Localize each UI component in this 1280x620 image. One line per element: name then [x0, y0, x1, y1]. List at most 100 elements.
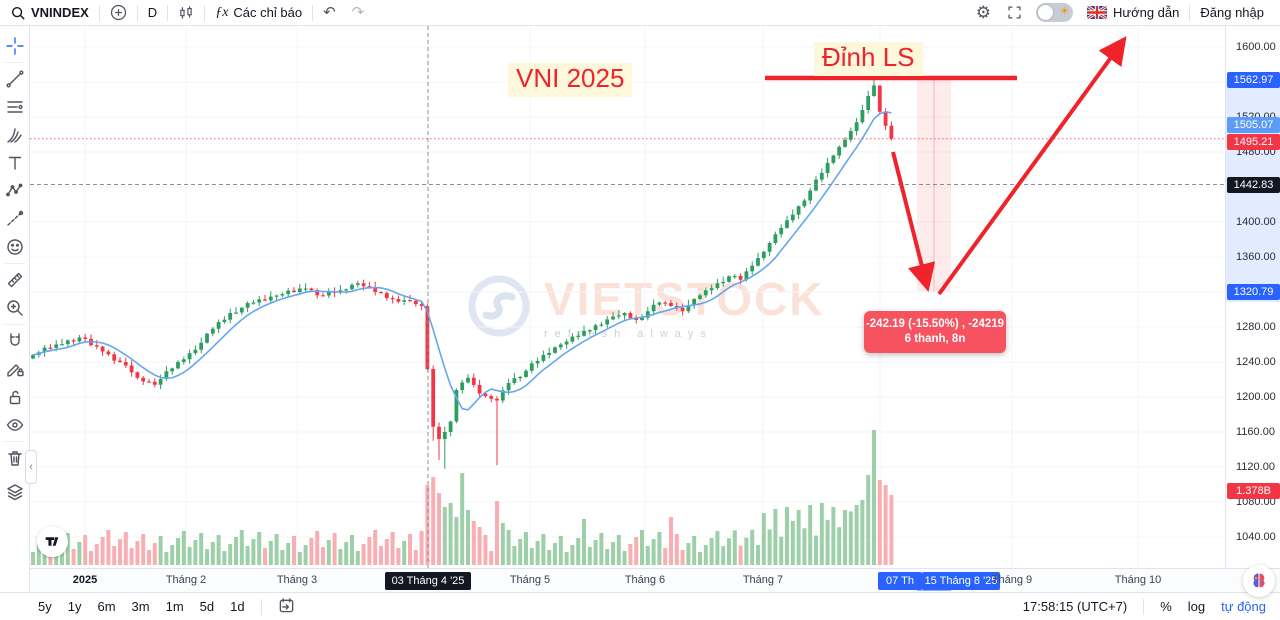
measure-zone[interactable]	[917, 79, 951, 292]
time-tick: Tháng 5	[509, 574, 551, 586]
ai-assistant-button[interactable]	[1243, 565, 1275, 597]
calendar-arrow-icon	[279, 597, 293, 612]
tool-drawing-mode[interactable]	[2, 355, 28, 383]
goto-date-button[interactable]	[278, 597, 295, 617]
arrow-down[interactable]	[891, 151, 936, 292]
tool-zoom-in[interactable]	[2, 294, 28, 322]
redo-icon: ↷	[351, 4, 365, 21]
time-axis[interactable]: 2025 Tháng 2 Tháng 3 03 Tháng 4 '25 Tháng 5 T…	[0, 568, 1280, 592]
trash-icon	[7, 451, 22, 466]
price-tick: 1160.00	[1236, 426, 1275, 438]
percent-scale-button[interactable]: %	[1160, 599, 1172, 614]
tool-magnet[interactable]	[2, 327, 28, 355]
divider	[4, 441, 25, 442]
range-1d-button[interactable]: 1d	[230, 599, 245, 614]
indicators-button[interactable]: ƒx Các chỉ báo	[207, 2, 310, 24]
tool-object-tree[interactable]	[2, 478, 28, 506]
redo-button[interactable]: ↷	[344, 2, 373, 24]
layers-icon	[6, 484, 23, 501]
interval-label: D	[147, 5, 158, 20]
symbol-label: VNINDEX	[31, 5, 89, 20]
range-1m-button[interactable]: 1m	[165, 599, 184, 614]
tool-hide-drawings[interactable]	[2, 411, 28, 439]
tool-measure[interactable]	[2, 266, 28, 294]
divider	[4, 62, 25, 63]
trend-line-icon	[5, 70, 23, 88]
chart-canvas[interactable]	[30, 26, 1225, 568]
time-tick: Tháng 7	[742, 574, 784, 586]
candles	[31, 79, 894, 469]
annotation-vni-2025[interactable]: VNI 2025	[508, 63, 633, 97]
price-tick: 1200.00	[1236, 391, 1276, 403]
measure-range-underline	[917, 588, 951, 591]
time-tick: Tháng 2	[165, 574, 207, 586]
log-scale-button[interactable]: log	[1187, 599, 1206, 614]
compare-add-button[interactable]	[102, 2, 135, 24]
login-button[interactable]: Đăng nhập	[1192, 2, 1272, 24]
annotation-dinh-ls[interactable]: Đỉnh LS	[814, 42, 923, 76]
settings-button[interactable]: ⚙	[968, 2, 999, 24]
tool-text[interactable]	[2, 149, 28, 177]
price-badge-volume: 1.378B	[1227, 483, 1280, 499]
bottom-toolbar: 5y 1y 6m 3m 1m 5d 1d 17:58:15 (UTC+7) % …	[0, 592, 1280, 620]
tool-trend-line[interactable]	[2, 65, 28, 93]
drawing-toolbar	[0, 26, 30, 592]
range-3m-button[interactable]: 3m	[131, 599, 150, 614]
collapse-toolbar-handle[interactable]: ‹	[25, 450, 37, 484]
brain-icon	[1253, 573, 1265, 588]
top-toolbar: VNINDEX D ƒx Các chỉ báo	[0, 0, 1280, 26]
toggle-knob	[1037, 5, 1053, 20]
price-axis[interactable]: 1040.00 1080.00 1120.00 1160.00 1200.00 1240.…	[1225, 26, 1280, 568]
divider	[167, 4, 169, 21]
chart-type-button[interactable]	[170, 2, 202, 24]
interval-button[interactable]: D	[140, 2, 165, 24]
tool-lock-drawings[interactable]	[2, 383, 28, 411]
top-toolbar-right: ⚙ ☀ Hướng dẫn	[968, 0, 1272, 25]
crosshair-icon	[5, 37, 24, 55]
zoom-in-icon	[6, 300, 23, 316]
tool-fib-retracement[interactable]	[2, 93, 28, 121]
measure-bars: 6 thanh, 8n	[904, 333, 966, 345]
pitchfork-icon	[6, 128, 22, 143]
tradingview-icon	[45, 537, 59, 546]
price-tick: 1120.00	[1236, 461, 1275, 473]
price-tick: 1600.00	[1236, 41, 1276, 53]
price-tick: 1240.00	[1236, 356, 1276, 368]
forecast-icon	[6, 210, 23, 226]
arrow-up[interactable]	[937, 36, 1127, 296]
auto-scale-button[interactable]: tự động	[1221, 599, 1266, 614]
text-icon	[8, 156, 21, 170]
time-tick: Tháng 9	[991, 574, 1033, 586]
range-switcher: 5y 1y 6m 3m 1m 5d 1d	[38, 597, 295, 617]
fullscreen-button[interactable]	[999, 2, 1030, 24]
symbol-search-button[interactable]: VNINDEX	[2, 2, 97, 24]
clock-label[interactable]: 17:58:15 (UTC+7)	[1022, 599, 1128, 614]
range-6m-button[interactable]: 6m	[97, 599, 116, 614]
crosshair-date-badge: 03 Tháng 4 '25	[385, 572, 471, 590]
divider	[204, 4, 206, 21]
time-tick: 2025	[72, 574, 98, 586]
range-1y-button[interactable]: 1y	[67, 599, 82, 614]
tool-xabcd-pattern[interactable]	[2, 177, 28, 205]
price-tick: 1400.00	[1236, 216, 1276, 228]
price-badge-measure-low: 1320.79	[1227, 284, 1280, 300]
tool-remove-drawings[interactable]	[2, 444, 28, 472]
magnet-icon	[9, 333, 20, 346]
language-guide-button[interactable]: Hướng dẫn	[1079, 2, 1187, 24]
measure-tooltip: -242.19 (-15.50%) , -24219 6 thanh, 8n	[864, 311, 1006, 353]
tool-forecast[interactable]	[2, 205, 28, 233]
range-5y-button[interactable]: 5y	[38, 599, 52, 614]
tool-pitchfork[interactable]	[2, 121, 28, 149]
tool-emoji[interactable]	[2, 233, 28, 261]
volume-bars	[31, 430, 894, 565]
range-5d-button[interactable]: 5d	[199, 599, 215, 614]
theme-toggle[interactable]: ☀	[1035, 3, 1073, 22]
divider	[4, 324, 25, 325]
pencil-lock-icon	[6, 364, 24, 377]
gear-icon: ⚙	[975, 3, 991, 22]
tool-crosshair[interactable]	[2, 32, 28, 60]
divider	[98, 4, 100, 21]
time-tick: Tháng 6	[624, 574, 666, 586]
undo-button[interactable]: ↶	[315, 2, 344, 24]
tradingview-logo[interactable]	[37, 526, 68, 557]
